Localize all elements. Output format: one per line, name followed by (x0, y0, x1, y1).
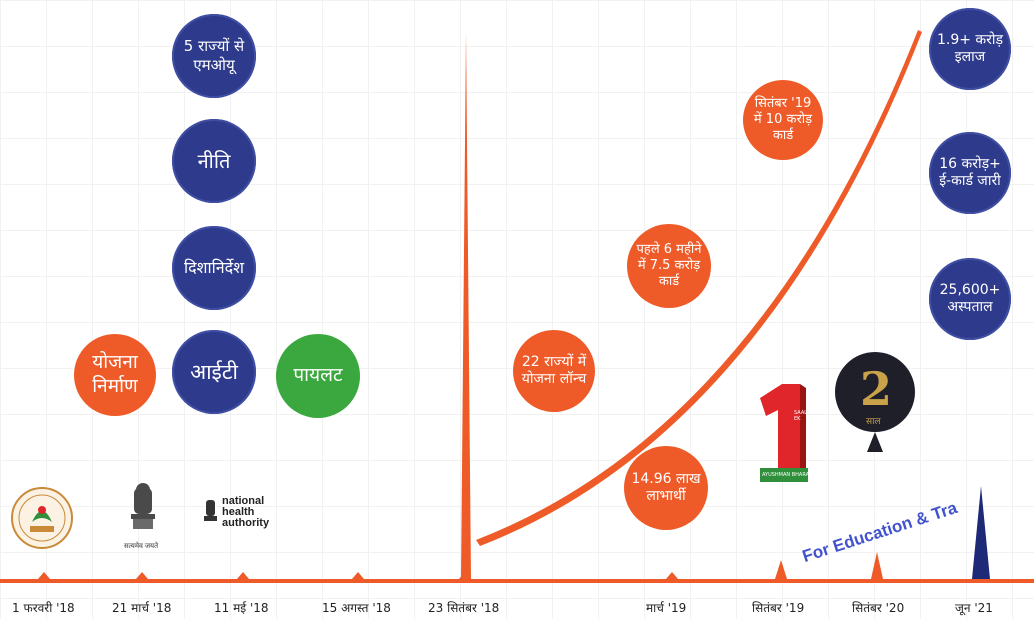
timeline-baseline (0, 579, 1034, 583)
niti-circle: नीति (172, 119, 256, 203)
saal-do-logo (835, 352, 915, 452)
pilot-circle: पायलट (276, 334, 360, 418)
beneficiaries-label: 14.96 लाख लाभार्थी (631, 470, 701, 505)
treatment-label: 1.9+ करोड़ इलाज (936, 31, 1004, 66)
launch-label: 22 राज्यों में योजना लॉन्च (521, 353, 587, 388)
it-circle: आईटी (172, 330, 256, 414)
nha-logo-text: national health authority (222, 496, 282, 529)
date-marker (666, 572, 678, 579)
hospitals-circle: 25,600+ अस्पताल (929, 258, 1011, 340)
sep-19-label: सितंबर '19 में 10 करोड़ कार्ड (753, 95, 813, 144)
date-label: 21 मार्च '18 (112, 601, 172, 615)
emblem-caption: सत्यमेव जयते (124, 543, 159, 550)
date-label: सितंबर '19 (752, 601, 805, 615)
date-markers (38, 552, 883, 579)
date-label: सितंबर '20 (852, 601, 905, 615)
mou-label: 5 राज्यों से एमओयू (183, 37, 245, 74)
saal-ek-sub: AYUSHMAN BHARAT (762, 472, 812, 478)
saal-ek-logo (760, 384, 808, 482)
saal-ek-text: SAAL EK (794, 410, 808, 422)
ecards-circle: 16 करोड़+ ई-कार्ड जारी (929, 132, 1011, 214)
first-six-months-label: पहले 6 महीने में 7.5 करोड़ कार्ड (636, 241, 702, 290)
pilot-label: पायलट (293, 364, 343, 387)
niti-label: नीति (197, 148, 231, 173)
pmjay-logo (11, 487, 73, 549)
yojana-label: योजना निर्माण (92, 351, 138, 397)
date-label: जून '21 (955, 601, 993, 615)
national-emblem (131, 483, 155, 529)
hospitals-label: 25,600+ अस्पताल (939, 281, 1001, 316)
saal-do-number: 2 (860, 362, 893, 416)
launch-spike (461, 32, 471, 579)
yojana-circle: योजना निर्माण (74, 334, 156, 416)
date-marker (871, 552, 883, 579)
date-label: 1 फरवरी '18 (12, 601, 75, 615)
guidelines-label: दिशानिर्देश (183, 258, 245, 277)
saal-do-text: साल (866, 417, 881, 427)
sep-19-circle: सितंबर '19 में 10 करोड़ कार्ड (743, 80, 823, 160)
date-label: 11 मई '18 (214, 601, 269, 615)
treatment-circle: 1.9+ करोड़ इलाज (929, 8, 1011, 90)
date-marker (352, 572, 364, 579)
date-label: 15 अगस्त '18 (322, 601, 391, 615)
date-label: 23 सितंबर '18 (428, 601, 500, 615)
first-six-months-circle: पहले 6 महीने में 7.5 करोड़ कार्ड (627, 224, 711, 308)
beneficiaries-circle: 14.96 लाख लाभार्थी (624, 446, 708, 530)
blue-spike-marker (972, 486, 990, 579)
guidelines-circle: दिशानिर्देश (172, 226, 256, 310)
date-marker (38, 572, 50, 579)
nha-emblem (204, 500, 217, 521)
ecards-label: 16 करोड़+ ई-कार्ड जारी (939, 155, 1001, 190)
date-marker (237, 572, 249, 579)
launch-circle: 22 राज्यों में योजना लॉन्च (513, 330, 595, 412)
it-label: आईटी (190, 359, 238, 384)
mou-circle: 5 राज्यों से एमओयू (172, 14, 256, 98)
nha-logo-label: national health authority (222, 495, 270, 529)
date-label: मार्च '19 (646, 601, 687, 615)
date-marker (136, 572, 148, 579)
date-marker (775, 560, 787, 579)
